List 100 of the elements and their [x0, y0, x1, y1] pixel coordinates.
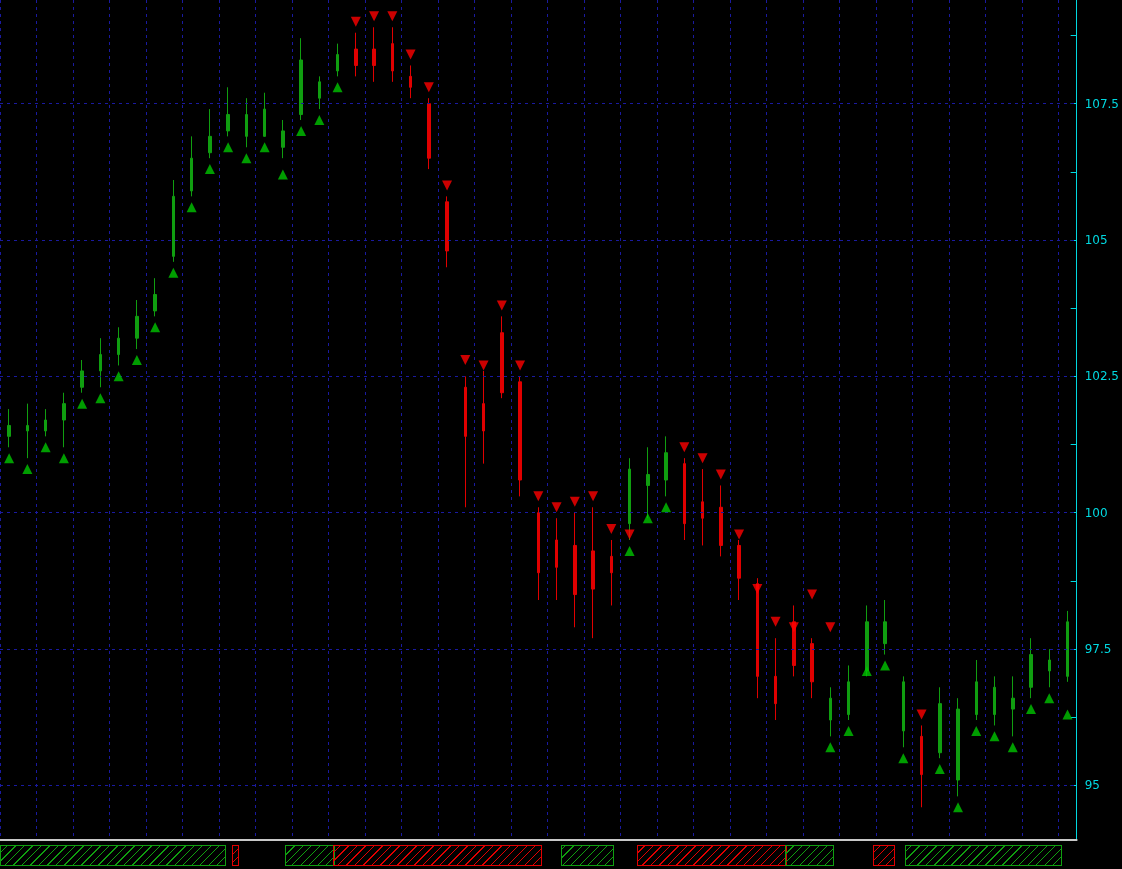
candlestick	[555, 517, 558, 601]
candlestick	[719, 484, 723, 557]
point	[569, 496, 580, 507]
candlestick	[172, 179, 175, 263]
point	[588, 491, 599, 502]
candlestick	[573, 512, 577, 628]
point	[168, 267, 179, 278]
point	[788, 622, 799, 633]
point	[551, 502, 562, 513]
point	[259, 142, 270, 153]
candlestick	[902, 675, 905, 748]
point	[369, 11, 380, 22]
candlestick	[336, 43, 339, 77]
y-tick-label: 105	[1084, 233, 1108, 247]
candlestick	[226, 86, 230, 137]
candlestick	[664, 435, 668, 497]
point	[131, 355, 142, 365]
candlestick	[26, 403, 29, 459]
point	[277, 169, 288, 180]
candlestick	[117, 326, 120, 366]
candlestick	[1029, 637, 1033, 699]
candlestick	[591, 506, 595, 639]
candlestick	[610, 539, 613, 606]
y-tick-label: 95	[1084, 778, 1100, 793]
point	[825, 742, 836, 753]
point	[770, 616, 781, 627]
candlestick	[975, 659, 978, 721]
candlestick	[263, 92, 266, 137]
point	[223, 142, 234, 153]
point	[1062, 709, 1073, 720]
point	[606, 524, 617, 535]
candlestick	[299, 37, 303, 121]
candlestick	[1066, 610, 1069, 683]
candlestick	[482, 370, 485, 465]
point	[40, 442, 51, 453]
point	[679, 442, 690, 453]
point	[241, 153, 252, 164]
point	[971, 725, 982, 736]
point	[825, 622, 836, 633]
candlestick	[683, 457, 686, 541]
candlestick	[883, 599, 887, 656]
point	[953, 802, 964, 813]
candlestick	[153, 277, 157, 317]
point	[624, 545, 635, 556]
point	[22, 464, 33, 475]
candlestick	[1011, 675, 1015, 737]
point	[496, 300, 507, 311]
point	[916, 709, 927, 720]
point	[843, 725, 854, 736]
point	[58, 453, 69, 464]
candlestick	[774, 637, 777, 721]
point	[314, 115, 325, 125]
candlestick	[956, 697, 960, 797]
candlestick	[190, 135, 193, 197]
candlestick	[537, 506, 540, 601]
candlestick	[810, 637, 814, 699]
candlestick	[44, 408, 47, 437]
point	[296, 125, 307, 136]
candlestick	[7, 408, 11, 448]
candlestick	[245, 97, 248, 148]
candlestick	[500, 315, 504, 399]
point	[4, 453, 15, 464]
candlestick	[135, 299, 139, 350]
point	[515, 360, 526, 371]
candlestick	[518, 375, 522, 497]
candlestick	[80, 359, 84, 394]
candlestick	[62, 392, 66, 448]
y-tick-label: 102.5	[1084, 369, 1120, 384]
point	[752, 584, 763, 595]
point	[624, 529, 635, 540]
point	[734, 529, 745, 540]
point	[989, 731, 1000, 742]
candlestick	[701, 468, 704, 546]
point	[113, 371, 124, 382]
point	[1044, 693, 1055, 704]
point	[186, 202, 197, 213]
point	[934, 764, 945, 775]
candlestick	[847, 664, 850, 721]
candlestick	[920, 724, 923, 808]
y-tick-label: 100	[1084, 505, 1108, 520]
point	[77, 398, 88, 409]
point	[332, 82, 343, 93]
point	[204, 164, 215, 175]
point	[661, 502, 672, 513]
candlestick	[281, 119, 285, 159]
point	[405, 49, 416, 60]
point	[1026, 704, 1037, 715]
point	[150, 322, 161, 333]
candlestick	[427, 97, 431, 170]
point	[715, 469, 726, 480]
point	[478, 360, 489, 371]
candlestick	[993, 675, 996, 726]
candlestick	[409, 64, 412, 99]
point	[533, 491, 544, 502]
point	[442, 180, 453, 191]
candlestick	[829, 686, 832, 737]
point	[880, 660, 891, 671]
point	[387, 11, 398, 22]
point	[1007, 742, 1018, 753]
point	[807, 589, 818, 600]
